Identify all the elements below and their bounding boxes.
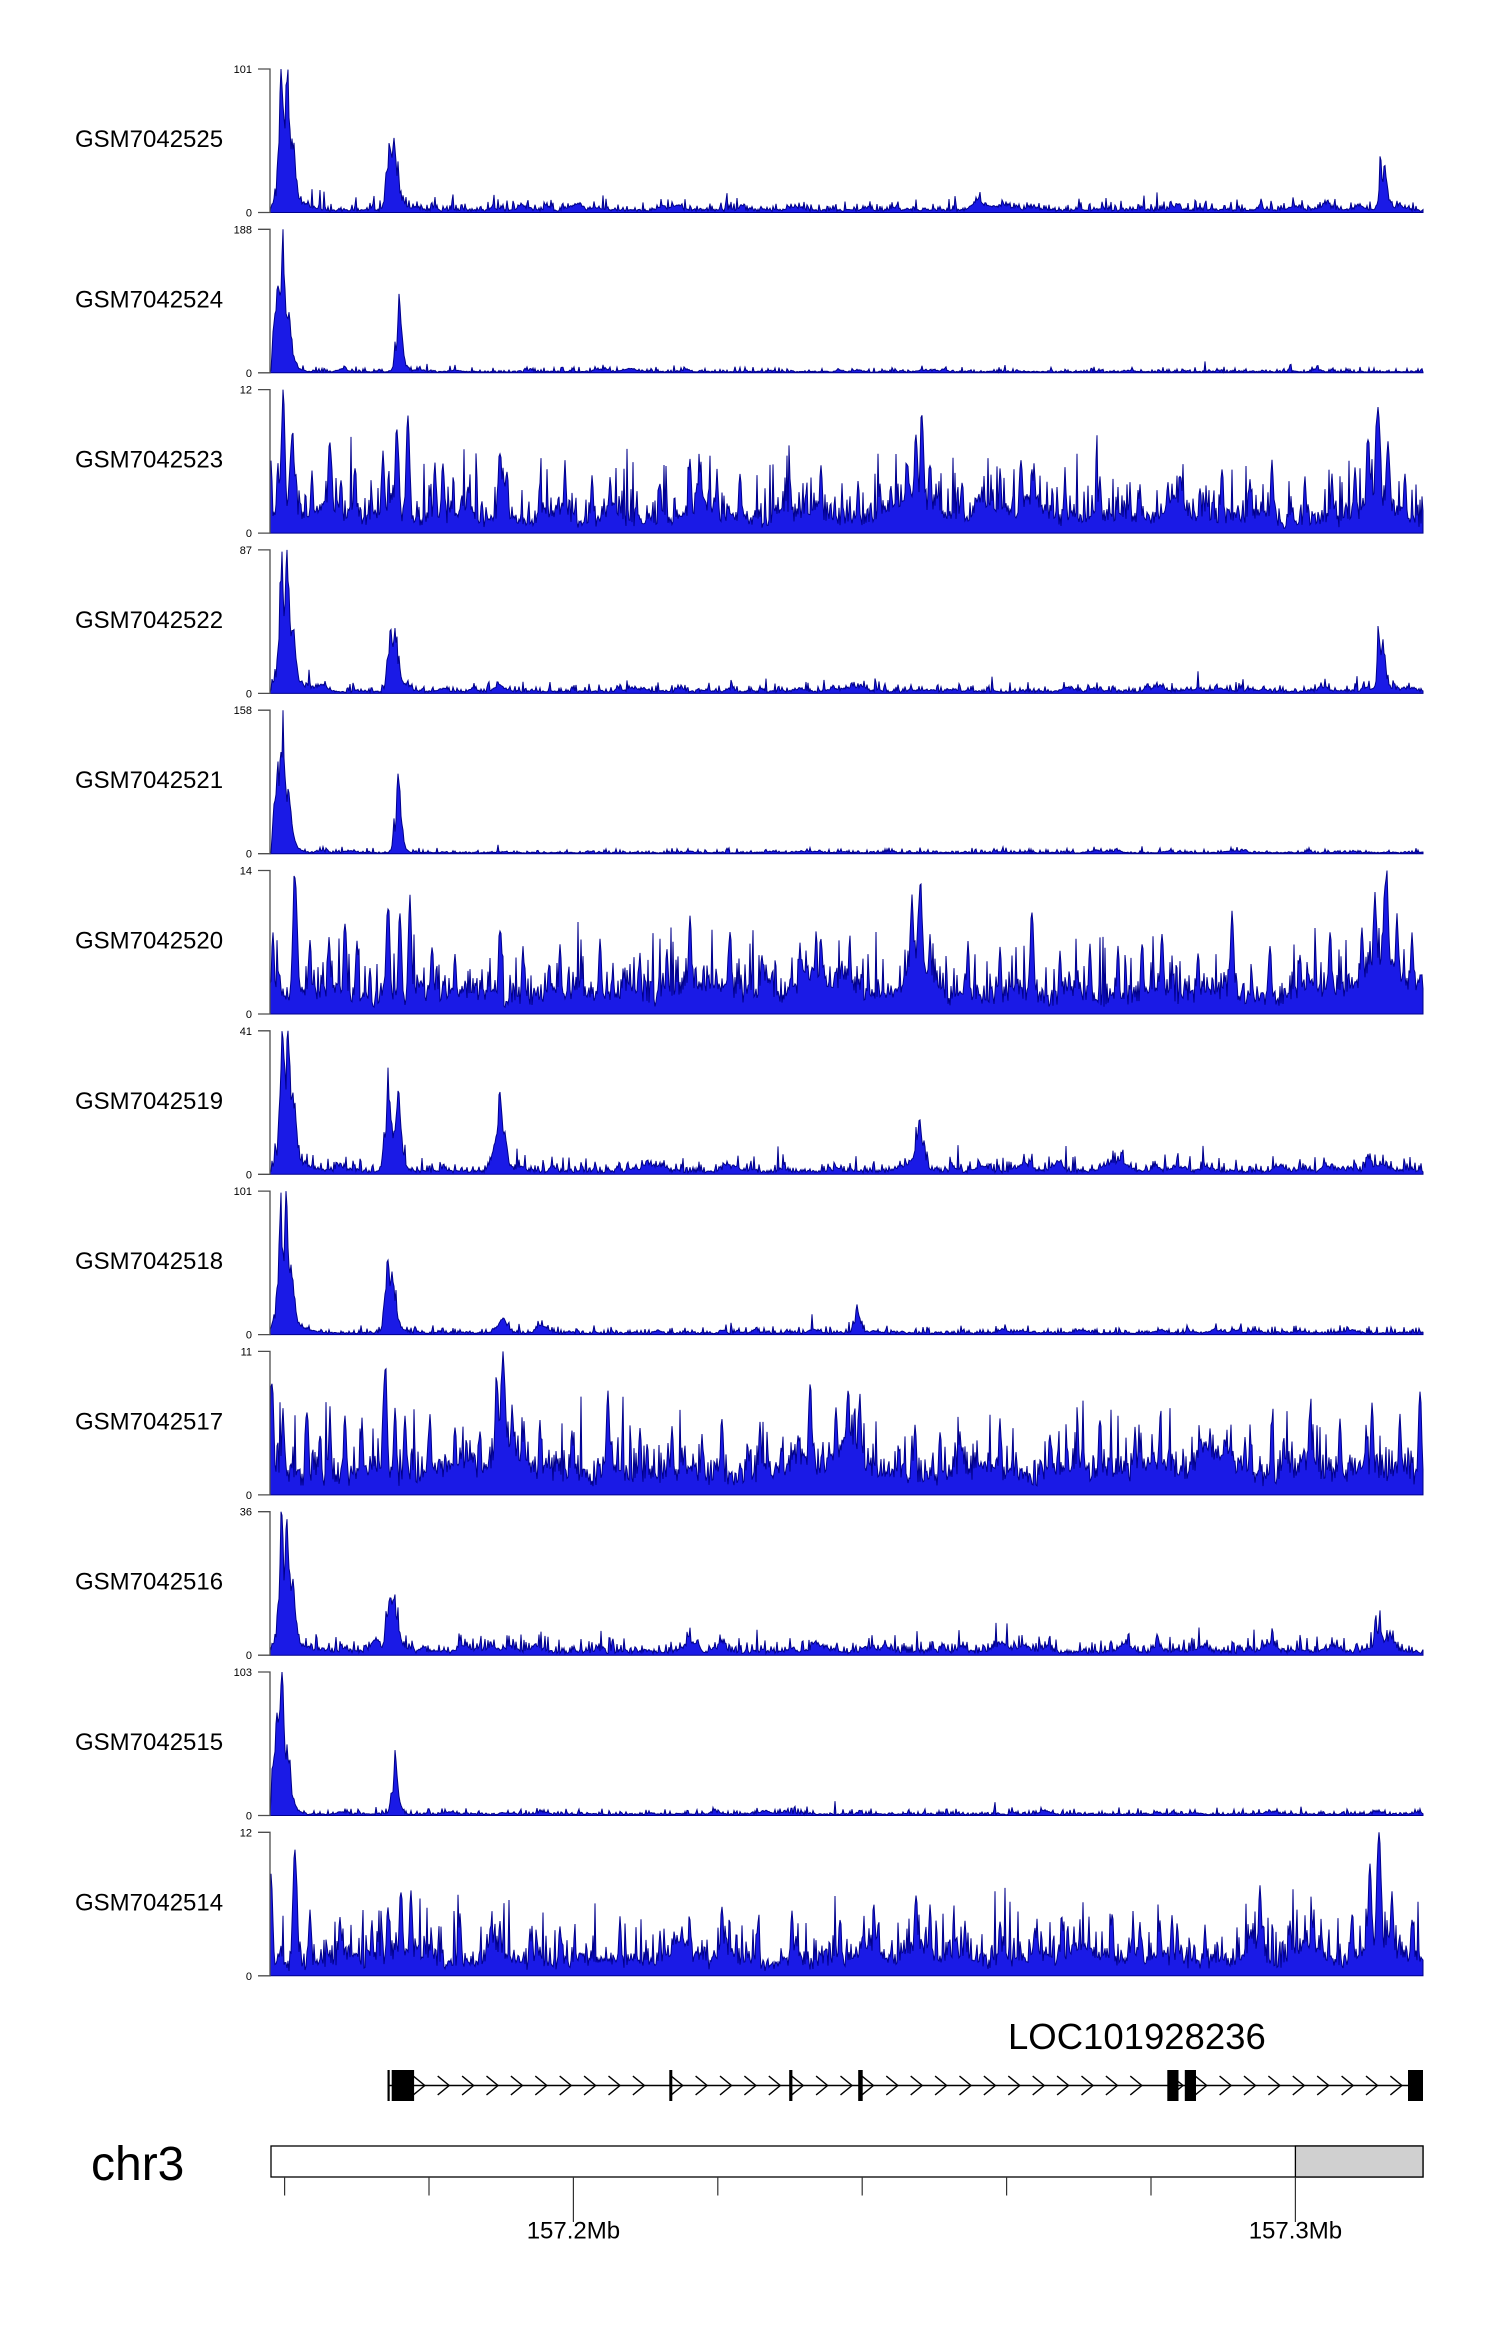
svg-text:101: 101 [234, 1186, 252, 1198]
svg-text:12: 12 [240, 1827, 252, 1839]
svg-text:103: 103 [234, 1667, 252, 1679]
svg-text:GSM7042516: GSM7042516 [75, 1569, 223, 1596]
svg-text:0: 0 [246, 1971, 252, 1983]
svg-text:157.2Mb: 157.2Mb [527, 2218, 620, 2245]
svg-text:0: 0 [246, 1490, 252, 1502]
svg-text:GSM7042520: GSM7042520 [75, 928, 223, 955]
svg-text:11: 11 [241, 1346, 252, 1358]
svg-text:0: 0 [246, 688, 252, 700]
svg-text:0: 0 [246, 528, 252, 540]
svg-text:0: 0 [246, 1811, 252, 1823]
svg-text:101: 101 [234, 64, 252, 76]
svg-text:GSM7042515: GSM7042515 [75, 1729, 223, 1756]
svg-text:LOC101928236: LOC101928236 [1008, 2016, 1266, 2057]
svg-text:GSM7042524: GSM7042524 [75, 286, 223, 313]
svg-text:0: 0 [246, 1169, 252, 1181]
svg-text:GSM7042518: GSM7042518 [75, 1248, 223, 1275]
svg-text:14: 14 [240, 866, 252, 878]
svg-text:chr3: chr3 [91, 2138, 184, 2191]
svg-text:12: 12 [240, 385, 252, 397]
svg-text:0: 0 [246, 849, 252, 861]
svg-text:GSM7042517: GSM7042517 [75, 1408, 223, 1435]
svg-text:0: 0 [246, 368, 252, 380]
svg-text:188: 188 [234, 224, 252, 236]
svg-text:0: 0 [246, 208, 252, 220]
svg-text:GSM7042521: GSM7042521 [75, 767, 223, 794]
svg-text:0: 0 [246, 1650, 252, 1662]
svg-text:GSM7042522: GSM7042522 [75, 607, 223, 634]
svg-text:157.3Mb: 157.3Mb [1249, 2218, 1342, 2245]
svg-text:0: 0 [246, 1009, 252, 1021]
svg-text:GSM7042525: GSM7042525 [75, 126, 223, 153]
svg-text:GSM7042523: GSM7042523 [75, 447, 223, 474]
svg-text:GSM7042514: GSM7042514 [75, 1889, 223, 1916]
svg-text:0: 0 [246, 1330, 252, 1342]
svg-text:41: 41 [240, 1026, 252, 1038]
svg-text:87: 87 [240, 545, 252, 557]
svg-text:GSM7042519: GSM7042519 [75, 1088, 223, 1115]
svg-text:36: 36 [240, 1507, 252, 1519]
svg-text:158: 158 [234, 705, 252, 717]
